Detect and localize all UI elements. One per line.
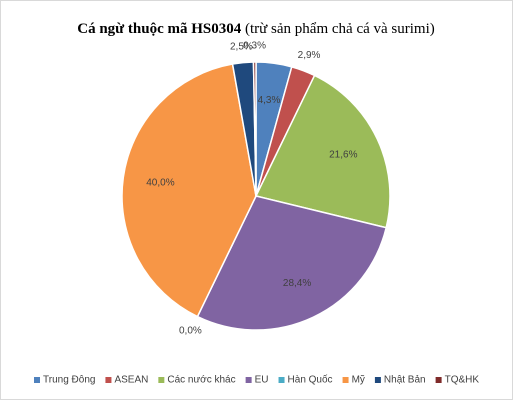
legend-label: TQ&HK <box>445 375 480 386</box>
data-label: 2,5% <box>230 41 253 52</box>
title-bold: Cá ngừ thuộc mã HS0304 <box>77 21 242 37</box>
legend-label: Mỹ <box>352 375 365 386</box>
legend-label: Nhật Bản <box>384 375 426 386</box>
pie-slice <box>121 63 257 318</box>
legend-swatch <box>278 377 285 383</box>
pie-slice <box>196 195 388 331</box>
data-label: 2,9% <box>298 50 321 61</box>
data-label: 0,0% <box>179 326 202 337</box>
legend-swatch <box>158 377 165 383</box>
legend-label: Hàn Quốc <box>288 374 333 386</box>
legend-swatch <box>374 377 381 383</box>
pie-slice <box>254 74 391 229</box>
legend-label: Trung Đông <box>43 375 95 386</box>
legend-swatch <box>105 377 112 383</box>
legend-label: Các nước khác <box>167 375 235 386</box>
data-label: 21,6% <box>329 150 357 161</box>
pie-slice <box>252 61 257 197</box>
chart-title: Cá ngừ thuộc mã HS0304 (trừ sản phẩm chả… <box>77 21 435 37</box>
data-label: 40,0% <box>146 177 174 188</box>
legend-swatch <box>342 377 349 383</box>
legend-swatch <box>34 377 40 383</box>
legend-swatch <box>245 377 252 383</box>
data-label: 0,3% <box>243 41 266 52</box>
data-label: 4,3% <box>258 95 281 106</box>
legend-label: EU <box>255 375 269 386</box>
legend-label: ASEAN <box>114 375 148 386</box>
legend-swatch <box>435 377 442 383</box>
data-label: 28,4% <box>283 278 311 289</box>
title-rest: (trừ sản phẩm chả cá và surimi) <box>245 21 435 37</box>
